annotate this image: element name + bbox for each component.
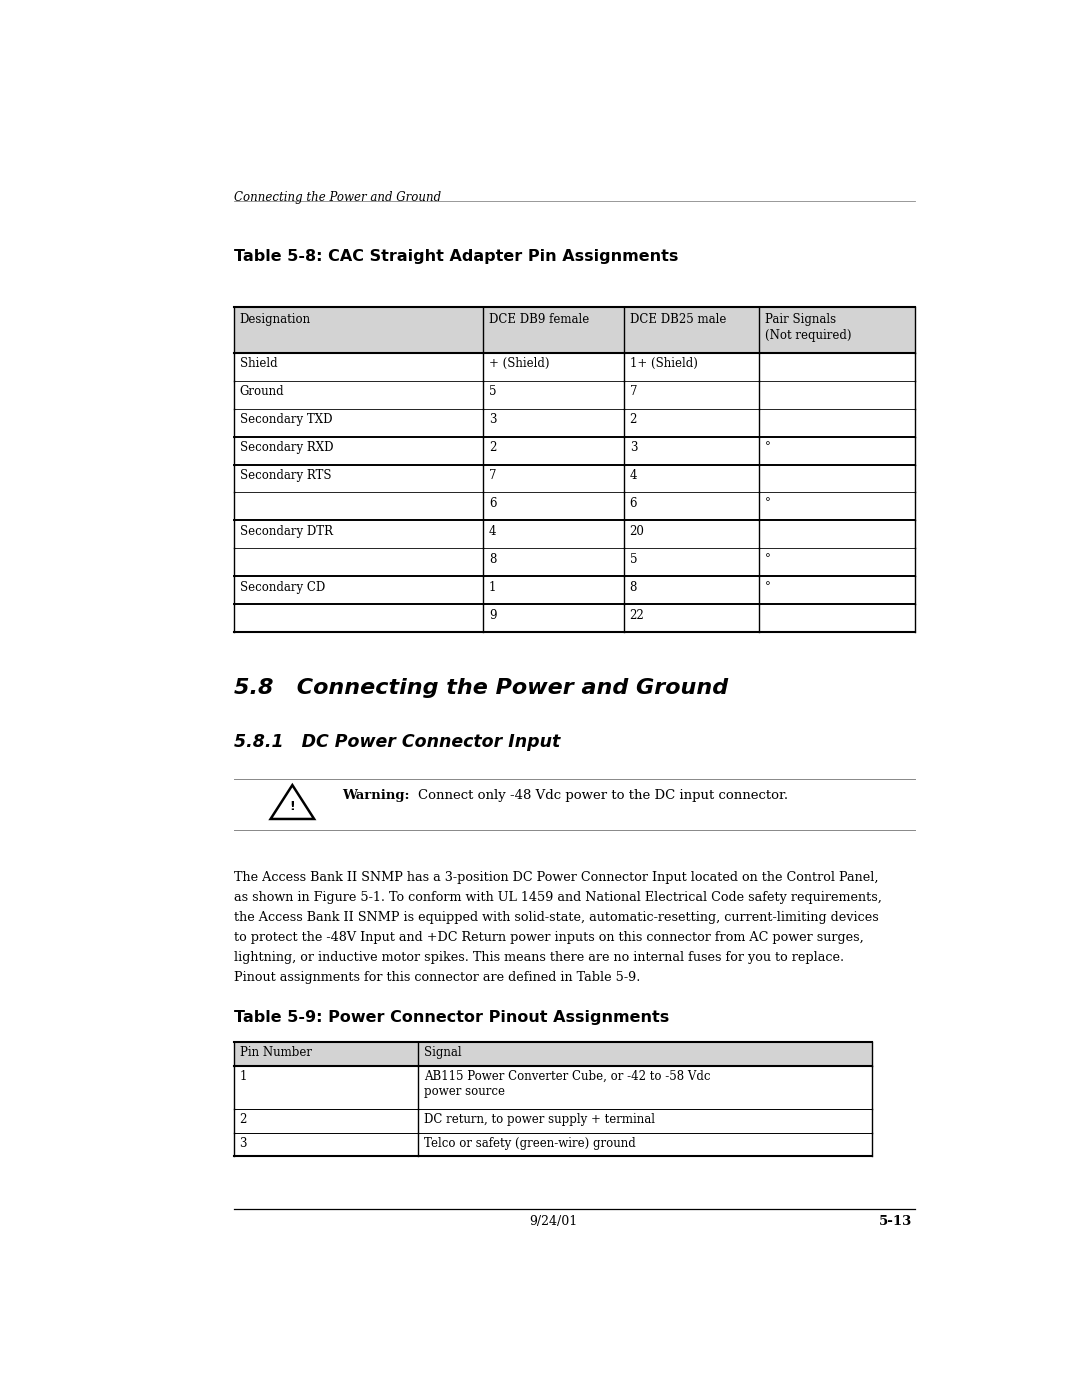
- Text: Designation: Designation: [240, 313, 311, 326]
- Text: 2: 2: [240, 1113, 247, 1126]
- Text: lightning, or inductive motor spikes. This means there are no internal fuses for: lightning, or inductive motor spikes. Th…: [233, 951, 843, 964]
- Text: °: °: [766, 441, 771, 454]
- Text: 22: 22: [630, 609, 645, 622]
- Text: °: °: [766, 581, 771, 594]
- Text: 5.8   Connecting the Power and Ground: 5.8 Connecting the Power and Ground: [233, 678, 728, 697]
- Text: °: °: [766, 497, 771, 510]
- Text: 9/24/01: 9/24/01: [529, 1215, 578, 1228]
- Text: 1: 1: [240, 1070, 247, 1083]
- Text: Secondary CD: Secondary CD: [240, 581, 325, 594]
- Bar: [233, 1042, 872, 1066]
- Text: Signal: Signal: [423, 1046, 461, 1059]
- Text: !: !: [289, 799, 295, 813]
- Text: Pin Number: Pin Number: [240, 1046, 312, 1059]
- Text: DCE DB25 male: DCE DB25 male: [630, 313, 726, 326]
- Text: Telco or safety (green-wire) ground: Telco or safety (green-wire) ground: [423, 1137, 635, 1150]
- Text: 8: 8: [489, 553, 497, 566]
- Text: 3: 3: [489, 414, 497, 426]
- Text: 7: 7: [489, 469, 497, 482]
- Text: 1+ (Shield): 1+ (Shield): [630, 358, 698, 370]
- Text: as shown in Figure 5-1. To conform with UL 1459 and National Electrical Code saf: as shown in Figure 5-1. To conform with …: [233, 891, 881, 904]
- Text: 5: 5: [489, 386, 497, 398]
- Text: 5: 5: [630, 553, 637, 566]
- Text: Table 5-9: Power Connector Pinout Assignments: Table 5-9: Power Connector Pinout Assign…: [233, 1010, 669, 1025]
- Text: 5.8.1   DC Power Connector Input: 5.8.1 DC Power Connector Input: [233, 733, 561, 752]
- Text: 3: 3: [630, 441, 637, 454]
- Text: to protect the -48V Input and +DC Return power inputs on this connector from AC : to protect the -48V Input and +DC Return…: [233, 930, 864, 944]
- Bar: [233, 307, 915, 352]
- Text: 9: 9: [489, 609, 497, 622]
- Text: The Access Bank II SNMP has a 3-position DC Power Connector Input located on the: The Access Bank II SNMP has a 3-position…: [233, 872, 878, 884]
- Text: Connect only -48 Vdc power to the DC input connector.: Connect only -48 Vdc power to the DC inp…: [418, 789, 788, 802]
- Text: AB115 Power Converter Cube, or -42 to -58 Vdc
power source: AB115 Power Converter Cube, or -42 to -5…: [423, 1070, 711, 1098]
- Text: Secondary DTR: Secondary DTR: [240, 525, 333, 538]
- Text: °: °: [766, 553, 771, 566]
- Text: + (Shield): + (Shield): [489, 358, 550, 370]
- Text: 6: 6: [630, 497, 637, 510]
- Text: Warning:: Warning:: [342, 789, 410, 802]
- Text: 2: 2: [489, 441, 497, 454]
- Text: 20: 20: [630, 525, 645, 538]
- Text: 2: 2: [630, 414, 637, 426]
- Text: 6: 6: [489, 497, 497, 510]
- Text: Table 5-8: CAC Straight Adapter Pin Assignments: Table 5-8: CAC Straight Adapter Pin Assi…: [233, 250, 678, 264]
- Text: Pinout assignments for this connector are defined in Table 5-9.: Pinout assignments for this connector ar…: [233, 971, 640, 983]
- Text: Connecting the Power and Ground: Connecting the Power and Ground: [233, 191, 441, 204]
- Text: Secondary TXD: Secondary TXD: [240, 414, 333, 426]
- Text: Ground: Ground: [240, 386, 284, 398]
- Text: 4: 4: [489, 525, 497, 538]
- Text: 4: 4: [630, 469, 637, 482]
- Text: DCE DB9 female: DCE DB9 female: [489, 313, 590, 326]
- Text: 3: 3: [240, 1137, 247, 1150]
- Text: Pair Signals
(Not required): Pair Signals (Not required): [766, 313, 852, 342]
- Text: Secondary RTS: Secondary RTS: [240, 469, 332, 482]
- Text: DC return, to power supply + terminal: DC return, to power supply + terminal: [423, 1113, 654, 1126]
- Text: the Access Bank II SNMP is equipped with solid-state, automatic-resetting, curre: the Access Bank II SNMP is equipped with…: [233, 911, 878, 923]
- Text: 7: 7: [630, 386, 637, 398]
- Text: 5-13: 5-13: [878, 1215, 912, 1228]
- Text: Shield: Shield: [240, 358, 278, 370]
- Text: 8: 8: [630, 581, 637, 594]
- Text: 1: 1: [489, 581, 497, 594]
- Text: Secondary RXD: Secondary RXD: [240, 441, 333, 454]
